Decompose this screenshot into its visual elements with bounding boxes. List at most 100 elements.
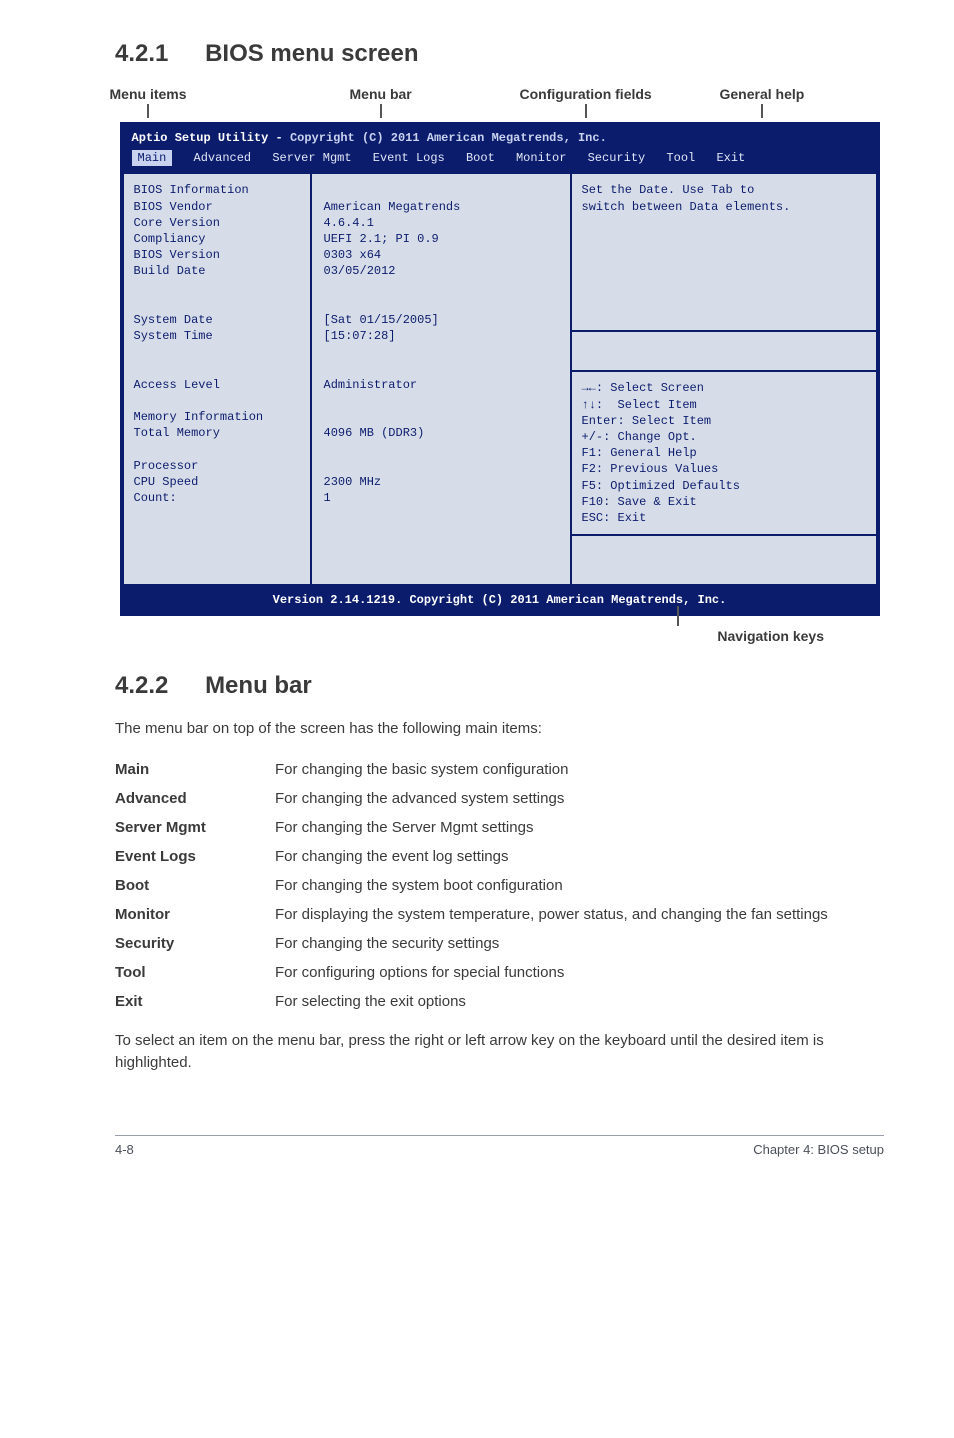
bios-left-line: BIOS Information bbox=[134, 182, 300, 198]
bios-navkey-line: F5: Optimized Defaults bbox=[582, 478, 866, 494]
bios-left-pane: BIOS InformationBIOS VendorCore VersionC… bbox=[122, 172, 312, 586]
table-row: MainFor changing the basic system config… bbox=[115, 755, 884, 784]
intro-422: The menu bar on top of the screen has th… bbox=[115, 718, 884, 741]
def-desc: For configuring options for special func… bbox=[275, 958, 884, 987]
tab-security[interactable]: Security bbox=[588, 151, 646, 165]
bios-left-line: CPU Speed bbox=[134, 474, 300, 490]
section-422-title: 4.2.2 Menu bar bbox=[115, 672, 884, 700]
def-desc: For changing the basic system configurat… bbox=[275, 755, 884, 784]
bios-help-top: Set the Date. Use Tab toswitch between D… bbox=[572, 172, 878, 332]
bios-mid-line: 03/05/2012 bbox=[324, 263, 558, 279]
bios-mid-line: 2300 MHz bbox=[324, 474, 558, 490]
def-term: Event Logs bbox=[115, 842, 275, 871]
bios-mid-line: UEFI 2.1; PI 0.9 bbox=[324, 231, 558, 247]
bios-mid-line bbox=[324, 393, 558, 409]
bios-mid-line bbox=[324, 344, 558, 360]
bios-left-line bbox=[134, 296, 300, 312]
annotation-labels: Menu items Menu bar Configuration fields… bbox=[120, 86, 880, 122]
section-421-text: BIOS menu screen bbox=[205, 40, 418, 67]
bios-left-line bbox=[134, 441, 300, 457]
label-general-help: General help bbox=[720, 86, 805, 102]
bios-navkey-line: +/-: Change Opt. bbox=[582, 429, 866, 445]
bios-help-bottom-blank bbox=[572, 536, 878, 586]
bios-header: Aptio Setup Utility - Copyright (C) 2011… bbox=[122, 124, 878, 150]
tab-server-mgmt[interactable]: Server Mgmt bbox=[272, 151, 351, 165]
bios-left-line: Memory Information bbox=[134, 409, 300, 425]
section-421-num: 4.2.1 bbox=[115, 40, 168, 67]
bios-navkey-line: →←: Select Screen bbox=[582, 380, 866, 396]
bios-left-line bbox=[134, 360, 300, 376]
table-row: SecurityFor changing the security settin… bbox=[115, 929, 884, 958]
bios-left-line bbox=[134, 280, 300, 296]
table-row: Event LogsFor changing the event log set… bbox=[115, 842, 884, 871]
page-footer: 4-8 Chapter 4: BIOS setup bbox=[115, 1135, 884, 1157]
def-term: Server Mgmt bbox=[115, 813, 275, 842]
bios-left-line bbox=[134, 393, 300, 409]
label-menu-bar: Menu bar bbox=[350, 86, 412, 102]
label-config-fields: Configuration fields bbox=[520, 86, 652, 102]
bios-left-line: Count: bbox=[134, 490, 300, 506]
bios-navkey-line: Enter: Select Item bbox=[582, 413, 866, 429]
bios-left-line: System Time bbox=[134, 328, 300, 344]
outro-422: To select an item on the menu bar, press… bbox=[115, 1030, 884, 1075]
tab-exit[interactable]: Exit bbox=[716, 151, 745, 165]
def-desc: For changing the advanced system setting… bbox=[275, 784, 884, 813]
bios-mid-line bbox=[324, 409, 558, 425]
def-term: Security bbox=[115, 929, 275, 958]
bios-mid-line bbox=[324, 360, 558, 376]
bios-header-left: Aptio Setup Utility - bbox=[132, 131, 283, 145]
bios-left-line bbox=[134, 344, 300, 360]
tab-event-logs[interactable]: Event Logs bbox=[373, 151, 445, 165]
navigation-keys-label: Navigation keys bbox=[115, 628, 824, 644]
bios-help-line: Set the Date. Use Tab to bbox=[582, 182, 866, 198]
bios-left-line: Total Memory bbox=[134, 425, 300, 441]
tab-advanced[interactable]: Advanced bbox=[194, 151, 252, 165]
bios-navkey-line: ↑↓: Select Item bbox=[582, 397, 866, 413]
table-row: ExitFor selecting the exit options bbox=[115, 987, 884, 1016]
bios-navkey-line: F1: General Help bbox=[582, 445, 866, 461]
bios-mid-line: 1 bbox=[324, 490, 558, 506]
table-row: AdvancedFor changing the advanced system… bbox=[115, 784, 884, 813]
bios-help-keys: →←: Select Screen↑↓: Select ItemEnter: S… bbox=[572, 372, 878, 536]
bios-mid-line: Administrator bbox=[324, 377, 558, 393]
def-term: Monitor bbox=[115, 900, 275, 929]
def-desc: For changing the event log settings bbox=[275, 842, 884, 871]
table-row: Server MgmtFor changing the Server Mgmt … bbox=[115, 813, 884, 842]
bios-mid-line: 4.6.4.1 bbox=[324, 215, 558, 231]
bios-mid-line: 4096 MB (DDR3) bbox=[324, 425, 558, 441]
def-desc: For changing the system boot configurati… bbox=[275, 871, 884, 900]
bios-mid-line bbox=[324, 441, 558, 457]
table-row: ToolFor configuring options for special … bbox=[115, 958, 884, 987]
bios-left-line: BIOS Vendor bbox=[134, 199, 300, 215]
bios-tabs: Main Advanced Server Mgmt Event Logs Boo… bbox=[122, 150, 878, 172]
bios-left-line: Compliancy bbox=[134, 231, 300, 247]
def-desc: For changing the security settings bbox=[275, 929, 884, 958]
def-term: Main bbox=[115, 755, 275, 784]
table-row: BootFor changing the system boot configu… bbox=[115, 871, 884, 900]
bios-mid-line: [Sat 01/15/2005] bbox=[324, 312, 558, 328]
tab-main[interactable]: Main bbox=[132, 150, 173, 166]
section-421-title: 4.2.1 BIOS menu screen bbox=[115, 40, 884, 68]
bios-mid-line bbox=[324, 280, 558, 296]
bios-mid-line: [15:07:28] bbox=[324, 328, 558, 344]
bios-mid-line bbox=[324, 458, 558, 474]
bios-mid-line bbox=[324, 296, 558, 312]
bios-left-line: Processor bbox=[134, 458, 300, 474]
bios-body: BIOS InformationBIOS VendorCore VersionC… bbox=[122, 172, 878, 586]
footer-chapter: Chapter 4: BIOS setup bbox=[753, 1142, 884, 1157]
bios-mid-pane: American Megatrends4.6.4.1UEFI 2.1; PI 0… bbox=[312, 172, 572, 586]
bios-help-line: switch between Data elements. bbox=[582, 199, 866, 215]
section-422-num: 4.2.2 bbox=[115, 672, 168, 699]
bios-left-line: BIOS Version bbox=[134, 247, 300, 263]
def-term: Boot bbox=[115, 871, 275, 900]
tab-boot[interactable]: Boot bbox=[466, 151, 495, 165]
bios-navkey-line: F10: Save & Exit bbox=[582, 494, 866, 510]
tab-monitor[interactable]: Monitor bbox=[516, 151, 566, 165]
bios-left-line: Access Level bbox=[134, 377, 300, 393]
bios-navkey-line: ESC: Exit bbox=[582, 510, 866, 526]
def-term: Advanced bbox=[115, 784, 275, 813]
tab-tool[interactable]: Tool bbox=[666, 151, 695, 165]
def-term: Tool bbox=[115, 958, 275, 987]
bios-help-blank bbox=[572, 332, 878, 372]
def-desc: For displaying the system temperature, p… bbox=[275, 900, 884, 929]
